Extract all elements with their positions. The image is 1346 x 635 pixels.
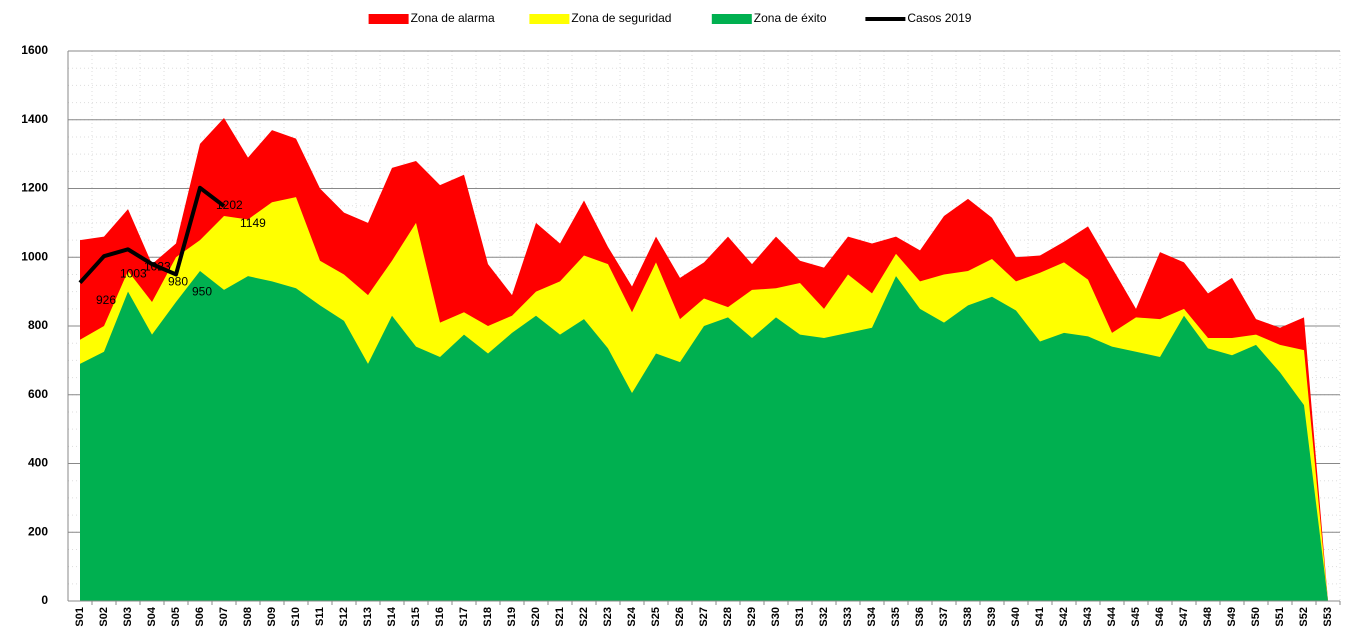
x-tick-label: S19 <box>506 607 518 627</box>
x-tick-label: S26 <box>674 607 686 627</box>
y-tick-label: 200 <box>28 524 48 538</box>
x-tick-label: S07 <box>218 607 230 627</box>
x-tick-label: S14 <box>386 606 398 626</box>
x-tick-label: S52 <box>1298 607 1310 627</box>
legend-label: Zona de seguridad <box>571 11 671 25</box>
legend-swatch <box>529 14 570 24</box>
x-tick-label: S06 <box>194 607 206 627</box>
data-label: 950 <box>192 285 212 299</box>
data-label: 926 <box>96 293 116 307</box>
x-tick-label: S45 <box>1130 607 1142 627</box>
legend-label: Zona de éxito <box>754 11 827 25</box>
x-tick-label: S27 <box>698 607 710 627</box>
x-tick-label: S22 <box>578 607 590 627</box>
legend-label: Casos 2019 <box>907 11 971 25</box>
x-tick-label: S24 <box>626 606 638 626</box>
x-tick-label: S13 <box>362 607 374 627</box>
x-tick-label: S10 <box>290 607 302 627</box>
x-tick-label: S42 <box>1058 607 1070 627</box>
x-tick-label: S15 <box>410 607 422 627</box>
x-tick-label: S36 <box>914 607 926 627</box>
x-tick-label: S12 <box>338 607 350 627</box>
legend-swatch <box>368 14 409 24</box>
y-tick-label: 1600 <box>21 43 48 57</box>
x-tick-label: S29 <box>746 607 758 627</box>
x-tick-label: S04 <box>146 606 158 626</box>
x-tick-label: S17 <box>458 607 470 627</box>
x-tick-label: S47 <box>1178 607 1190 627</box>
x-tick-label: S35 <box>890 607 902 627</box>
x-tick-label: S25 <box>650 607 662 627</box>
x-tick-label: S28 <box>722 607 734 627</box>
data-label: 1149 <box>240 216 266 230</box>
x-tick-label: S20 <box>530 607 542 627</box>
x-tick-label: S41 <box>1034 607 1046 627</box>
y-tick-label: 1200 <box>21 181 48 195</box>
x-tick-label: S02 <box>98 607 110 627</box>
legend-label: Zona de alarma <box>411 11 495 25</box>
x-tick-label: S37 <box>938 607 950 627</box>
x-tick-label: S43 <box>1082 607 1094 627</box>
x-tick-label: S23 <box>602 607 614 627</box>
data-label: 1202 <box>216 198 243 212</box>
x-tick-label: S09 <box>266 607 278 627</box>
y-tick-label: 1400 <box>21 112 48 126</box>
x-tick-label: S05 <box>170 607 182 627</box>
y-tick-label: 1000 <box>21 249 48 263</box>
x-tick-label: S46 <box>1154 607 1166 627</box>
x-tick-label: S03 <box>122 607 134 627</box>
x-tick-label: S40 <box>1010 607 1022 627</box>
line <box>78 185 226 285</box>
area <box>80 271 1328 601</box>
x-tick-label: S38 <box>962 607 974 627</box>
y-tick-label: 400 <box>28 456 48 470</box>
legend-swatch <box>711 14 752 24</box>
data-label: 1003 <box>120 266 147 280</box>
x-tick-label: S32 <box>818 607 830 627</box>
x-tick-label: S11 <box>314 607 326 626</box>
x-tick-label: S18 <box>482 607 494 627</box>
x-tick-label: S49 <box>1226 607 1238 627</box>
x-tick-label: S50 <box>1250 607 1262 627</box>
y-tick-label: 0 <box>41 593 48 607</box>
data-label: 980 <box>168 274 188 288</box>
x-tick-label: S44 <box>1106 606 1118 626</box>
x-tick-label: S16 <box>434 607 446 627</box>
x-tick-label: S30 <box>770 607 782 627</box>
x-tick-label: S33 <box>842 607 854 627</box>
x-tick-label: S34 <box>866 606 878 626</box>
y-tick-label: 800 <box>28 318 48 332</box>
x-tick-label: S51 <box>1274 607 1286 627</box>
x-tick-label: S01 <box>74 607 86 627</box>
x-tick-label: S39 <box>986 607 998 627</box>
y-tick-label: 600 <box>28 387 48 401</box>
x-tick-label: S48 <box>1202 607 1214 627</box>
x-tick-label: S31 <box>794 607 806 627</box>
data-label: 1023 <box>144 260 171 274</box>
x-tick-label: S21 <box>554 607 566 627</box>
x-tick-label: S08 <box>242 607 254 627</box>
x-tick-label: S53 <box>1322 607 1334 627</box>
